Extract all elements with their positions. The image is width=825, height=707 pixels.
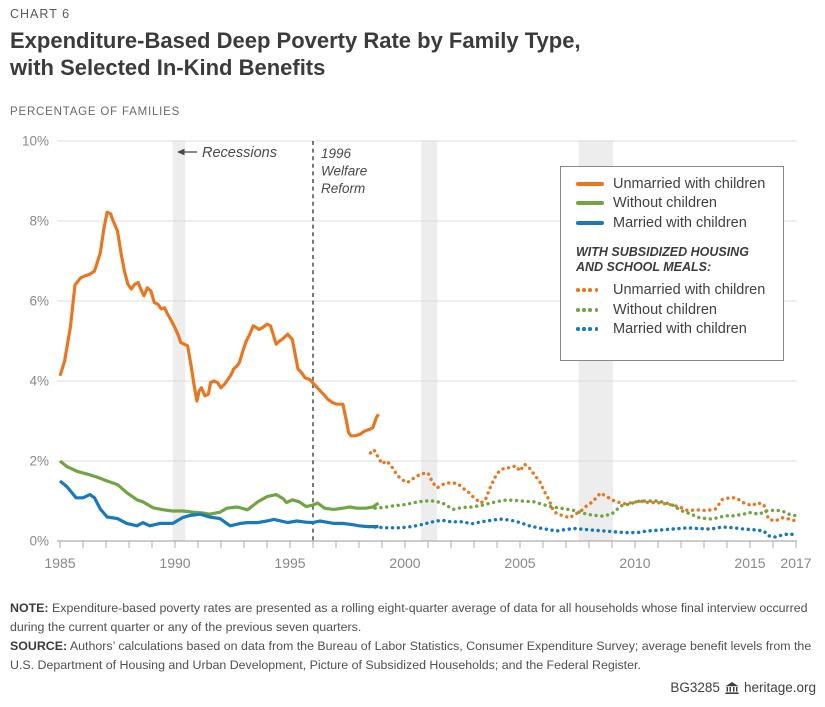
legend-swatch-green-line xyxy=(576,201,604,206)
legend-label: Married with children xyxy=(613,214,747,231)
svg-text:2010: 2010 xyxy=(619,555,650,571)
note-label: NOTE: xyxy=(10,601,49,615)
x-axis xyxy=(57,540,797,548)
legend-label: Married with children xyxy=(613,321,747,338)
legend-item-without-children-subsidized: Without children xyxy=(576,300,783,320)
source-text: Authors’ calculations based on data from… xyxy=(10,638,812,672)
recession-bands xyxy=(172,141,614,541)
legend: Unmarried with children Without children… xyxy=(560,166,784,361)
series-married-with-children xyxy=(58,479,379,529)
svg-text:2017: 2017 xyxy=(780,555,811,571)
page-title-line2: with Selected In-Kind Benefits xyxy=(10,55,326,80)
source-label: SOURCE: xyxy=(10,638,68,653)
svg-text:0%: 0% xyxy=(29,534,49,549)
footer-site: heritage.org xyxy=(743,680,816,695)
legend-subsidized-heading-line1: WITH SUBSIDIZED HOUSING xyxy=(576,244,749,259)
legend-swatch-green-dots xyxy=(576,307,604,312)
legend-item-married-with-children: Married with children xyxy=(576,213,783,233)
note-paragraph: NOTE: Expenditure-based poverty rates ar… xyxy=(10,599,816,637)
y-axis-unit-label: PERCENTAGE OF FAMILIES xyxy=(10,106,181,118)
legend-swatch-blue-dots xyxy=(576,327,604,332)
svg-text:10%: 10% xyxy=(22,134,49,149)
svg-text:1990: 1990 xyxy=(159,555,190,571)
svg-text:2005: 2005 xyxy=(504,555,535,571)
svg-text:Recessions: Recessions xyxy=(202,145,277,161)
legend-subsidized-heading-line2: AND SCHOOL MEALS: xyxy=(576,260,712,274)
series-unmarried-with-children xyxy=(58,210,380,438)
page-title: Expenditure-Based Deep Poverty Rate by F… xyxy=(10,27,581,81)
note-text: Expenditure-based poverty rates are pres… xyxy=(10,601,808,634)
recessions-annotation: Recessions xyxy=(177,145,277,161)
legend-label: Without children xyxy=(613,301,717,318)
legend-swatch-orange-line xyxy=(576,181,604,186)
svg-text:2000: 2000 xyxy=(389,555,420,571)
svg-text:6%: 6% xyxy=(29,294,49,309)
svg-text:8%: 8% xyxy=(29,214,49,229)
legend-label: Without children xyxy=(613,195,717,212)
legend-label: Unmarried with children xyxy=(613,282,766,299)
legend-item-unmarried-with-children-subsidized: Unmarried with children xyxy=(576,281,783,301)
svg-text:2%: 2% xyxy=(29,454,49,469)
series-without-children-with-subsidized-housing-and-school-meals xyxy=(373,498,798,521)
x-axis-labels: 1985 1990 1995 2000 2005 2010 2015 2017 xyxy=(44,555,811,571)
legend-subsidized-heading: WITH SUBSIDIZED HOUSING AND SCHOOL MEALS… xyxy=(576,245,783,276)
notes-block: NOTE: Expenditure-based poverty rates ar… xyxy=(10,599,816,674)
y-axis-labels: 0% 2% 4% 6% 8% 10% xyxy=(22,134,49,549)
footer: BG3285 heritage.org xyxy=(670,680,816,695)
svg-text:1995: 1995 xyxy=(274,555,305,571)
legend-item-without-children: Without children xyxy=(576,194,783,214)
svg-text:2015: 2015 xyxy=(734,555,765,571)
legend-label: Unmarried with children xyxy=(613,175,766,192)
series-married-with-children-with-subsidized-housing-and-school-meals xyxy=(373,517,798,539)
legend-item-unmarried-with-children: Unmarried with children xyxy=(576,174,783,194)
source-paragraph: SOURCE: Authors’ calculations based on d… xyxy=(10,637,816,675)
series-without-children xyxy=(58,459,380,516)
heritage-logo-icon xyxy=(725,681,739,694)
legend-swatch-blue-line xyxy=(576,220,604,225)
report-id: BG3285 xyxy=(670,680,720,695)
svg-text:4%: 4% xyxy=(29,374,49,389)
svg-text:1985: 1985 xyxy=(44,555,75,571)
legend-swatch-orange-dots xyxy=(576,288,604,293)
legend-item-married-with-children-subsidized: Married with children xyxy=(576,320,783,340)
page-title-line1: Expenditure-Based Deep Poverty Rate by F… xyxy=(10,28,581,53)
welfare-reform-annotation: 1996 Welfare Reform xyxy=(321,146,367,196)
chart-kicker: CHART 6 xyxy=(10,7,71,21)
